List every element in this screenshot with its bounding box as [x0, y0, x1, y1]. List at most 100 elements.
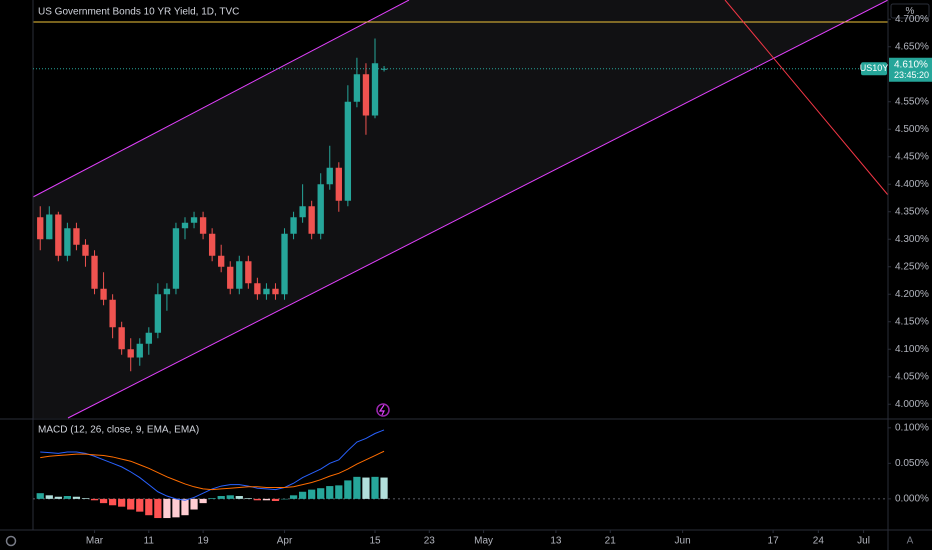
- histogram-bar: [109, 498, 117, 506]
- histogram-bar: [99, 498, 108, 504]
- x-tick-label: Jul: [857, 536, 870, 547]
- channel-fill: [33, 0, 888, 418]
- histogram-bar: [63, 496, 71, 499]
- histogram-bar: [127, 498, 135, 510]
- candle-body: [91, 255, 98, 289]
- last-price-tag: [889, 57, 932, 82]
- candle-body: [64, 228, 71, 256]
- auto-button[interactable]: A: [907, 536, 914, 547]
- candle-body: [55, 214, 62, 256]
- x-tick-label: 13: [550, 536, 562, 547]
- histogram-bar: [172, 498, 180, 518]
- candle-body: [82, 244, 89, 256]
- symbol-tag: [861, 62, 887, 76]
- symbol-tag-label: US10Y: [860, 63, 889, 73]
- x-tick-label: Mar: [86, 536, 104, 547]
- candle-body: [245, 261, 252, 284]
- histogram-bar: [208, 498, 216, 499]
- candle-body: [344, 101, 352, 201]
- candle-body: [308, 206, 315, 234]
- x-tick-label: 24: [813, 536, 825, 547]
- y-tick-label: 4.200%: [895, 289, 929, 300]
- candle-body: [290, 217, 297, 234]
- channel-lower: [67, 0, 889, 419]
- y-tick-label: 4.700%: [895, 14, 929, 25]
- histogram-bar: [72, 496, 81, 499]
- candle-body: [145, 332, 152, 344]
- settings-icon[interactable]: [5, 535, 17, 547]
- candle-body: [254, 283, 261, 295]
- macd-title: MACD (12, 26, close, 9, EMA, EMA): [38, 425, 199, 436]
- y-tick-label: 4.350%: [895, 206, 929, 217]
- y-tick-label: 4.050%: [895, 371, 929, 382]
- indicator-line: [40, 450, 385, 491]
- histogram-bar: [226, 495, 234, 499]
- histogram-bar: [36, 493, 44, 499]
- histogram-bar: [317, 488, 325, 499]
- histogram-bar: [90, 498, 99, 501]
- histogram-bar: [335, 485, 343, 499]
- candle-body: [172, 228, 180, 289]
- candle-body: [127, 349, 134, 358]
- histogram-bar: [262, 498, 271, 501]
- y-tick-label: 0.050%: [895, 458, 929, 469]
- y-tick-label: 4.000%: [895, 399, 929, 410]
- event-icon-bolt: [378, 404, 385, 416]
- y-tick-label: 4.150%: [895, 316, 929, 327]
- histogram-bar: [181, 498, 189, 516]
- x-tick-label: 11: [144, 536, 155, 547]
- candle-body: [100, 288, 107, 300]
- histogram-bar: [199, 498, 207, 504]
- x-tick-label: 21: [605, 536, 617, 547]
- candle-body: [218, 255, 225, 267]
- histogram-bar: [81, 498, 90, 499]
- histogram-bar: [308, 489, 316, 499]
- y-tick-label: 4.400%: [895, 179, 929, 190]
- candle-body: [154, 294, 162, 333]
- unit-button-label: %: [906, 6, 915, 17]
- candle-body: [109, 299, 116, 328]
- candle-body: [37, 217, 44, 240]
- histogram-bar: [253, 498, 261, 501]
- candle-body: [299, 206, 306, 218]
- histogram-bar: [380, 477, 388, 499]
- candle-body: [208, 233, 216, 256]
- candle-body: [335, 167, 342, 201]
- candle-body: [353, 74, 361, 102]
- x-tick-label: 19: [198, 536, 210, 547]
- unit-button[interactable]: [890, 3, 930, 19]
- candle-body: [317, 184, 324, 234]
- candle-body: [263, 288, 270, 295]
- histogram-bar: [353, 476, 361, 499]
- y-tick-label: 4.100%: [895, 344, 929, 355]
- candle-body: [73, 228, 80, 245]
- drawings: [32, 0, 889, 419]
- x-tick-label: Jun: [675, 536, 691, 547]
- candle-body: [163, 288, 171, 295]
- histogram-bar: [217, 496, 225, 499]
- event-icon[interactable]: [376, 403, 390, 417]
- y-tick-label: 0.100%: [895, 422, 929, 433]
- chart-title: US Government Bonds 10 YR Yield, 1D, TVC: [38, 7, 239, 18]
- candle-body: [181, 222, 189, 229]
- y-tick-label: 4.250%: [895, 261, 929, 272]
- y-tick-label: 4.300%: [895, 234, 929, 245]
- histogram-bar: [344, 480, 352, 499]
- histogram-bar: [289, 495, 298, 499]
- candle-body: [371, 63, 379, 116]
- y-tick-label: 4.550%: [895, 96, 929, 107]
- candle-body: [272, 288, 279, 295]
- histogram-bar: [45, 495, 53, 499]
- x-tick-label: Apr: [277, 536, 293, 547]
- candle-body: [236, 261, 243, 289]
- candle-body: [118, 327, 125, 350]
- candle-body: [199, 217, 207, 234]
- indicator-line: [40, 429, 385, 501]
- histogram-bar: [280, 498, 289, 500]
- x-tick-label: 17: [768, 536, 780, 547]
- candle-body: [362, 74, 370, 116]
- last-price-label: 4.610%: [894, 59, 928, 70]
- histogram-bar: [362, 477, 370, 499]
